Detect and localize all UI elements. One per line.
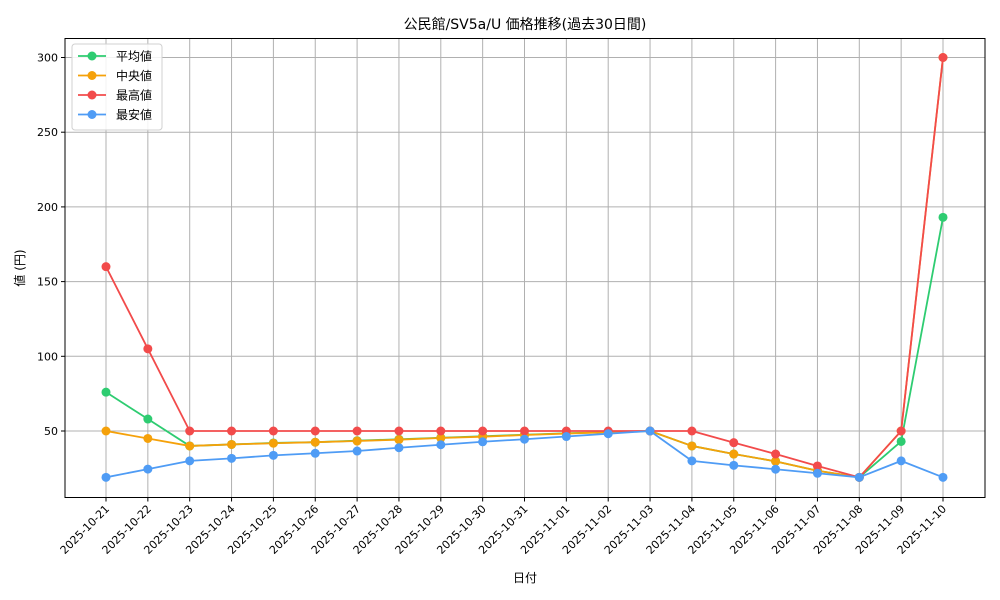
data-point (687, 441, 697, 451)
data-point (352, 436, 362, 446)
data-point (227, 453, 237, 463)
data-point (812, 461, 822, 471)
data-point (771, 464, 781, 474)
legend-marker-icon (87, 90, 97, 100)
data-point (227, 426, 237, 436)
legend-box (71, 43, 163, 131)
y-axis-ticks: 50 100 150 200 250 300 (37, 52, 65, 438)
data-point (436, 433, 446, 443)
data-point (687, 426, 697, 436)
chart-title: 公民館/SV5a/U 価格推移(過去30日間) (404, 16, 647, 33)
data-point (394, 426, 404, 436)
data-point (310, 448, 320, 458)
data-point (268, 450, 278, 460)
data-point (478, 426, 488, 436)
data-point (854, 472, 864, 482)
data-point (436, 426, 446, 436)
data-point (896, 426, 906, 436)
legend-item: 最安値 (78, 107, 152, 122)
legend-label: 中央値 (116, 68, 152, 83)
data-point (645, 426, 655, 436)
data-point (436, 440, 446, 450)
data-point (687, 456, 697, 466)
data-point (603, 429, 613, 439)
data-point (101, 387, 111, 397)
data-point (185, 441, 195, 451)
legend-label: 最高値 (116, 88, 152, 103)
y-axis-label: 値 (円) (12, 249, 27, 286)
series-3 (101, 426, 948, 482)
data-point (561, 432, 571, 442)
data-point (310, 426, 320, 436)
y-tick-label: 250 (37, 126, 58, 139)
data-series (101, 53, 948, 482)
data-point (896, 456, 906, 466)
y-tick-label: 150 (37, 276, 58, 289)
legend-item: 最高値 (78, 88, 152, 103)
y-tick-label: 50 (44, 425, 58, 438)
data-point (938, 472, 948, 482)
data-point (268, 438, 278, 448)
legend-item: 中央値 (78, 68, 152, 83)
data-point (478, 437, 488, 447)
x-axis-ticks: 2025-10-212025-10-222025-10-232025-10-24… (58, 497, 949, 557)
data-point (227, 439, 237, 449)
data-point (771, 456, 781, 466)
data-point (268, 426, 278, 436)
data-point (143, 344, 153, 354)
data-point (729, 460, 739, 470)
y-tick-label: 100 (37, 350, 58, 363)
data-point (352, 446, 362, 456)
legend-marker-icon (87, 51, 97, 61)
data-point (896, 436, 906, 446)
data-point (938, 212, 948, 222)
legend-label: 最安値 (116, 107, 152, 122)
data-point (143, 414, 153, 424)
data-point (394, 435, 404, 445)
data-point (520, 434, 529, 444)
data-point (143, 433, 153, 443)
legend-label: 平均値 (116, 49, 152, 64)
data-point (938, 53, 948, 62)
data-point (101, 262, 111, 272)
legend-item: 平均値 (78, 49, 152, 64)
grid-lines (65, 38, 985, 498)
data-point (185, 426, 195, 436)
data-point (310, 437, 320, 447)
data-point (729, 449, 739, 459)
data-point (101, 426, 111, 436)
y-tick-label: 300 (37, 52, 58, 65)
data-point (185, 456, 195, 466)
data-point (394, 443, 404, 453)
data-point (771, 449, 781, 459)
x-axis-label: 日付 (513, 571, 537, 585)
data-point (520, 426, 529, 436)
legend-marker-icon (87, 71, 97, 80)
y-tick-label: 200 (37, 201, 58, 214)
data-point (812, 468, 822, 478)
data-point (143, 464, 153, 474)
legend-marker-icon (87, 110, 97, 119)
data-point (729, 438, 739, 448)
data-point (352, 426, 362, 436)
data-point (101, 472, 111, 482)
